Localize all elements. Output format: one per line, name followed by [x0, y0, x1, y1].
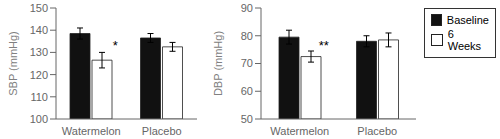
- svg-text:110: 110: [30, 91, 48, 103]
- svg-text:80: 80: [241, 30, 253, 42]
- svg-text:**: **: [319, 38, 329, 53]
- svg-text:Watermelon: Watermelon: [62, 125, 121, 137]
- svg-text:*: *: [113, 38, 118, 53]
- svg-text:70: 70: [241, 57, 253, 69]
- svg-text:150: 150: [30, 2, 48, 14]
- html-text:Baseline: Baseline: [446, 14, 489, 26]
- svg-text:100: 100: [30, 113, 48, 125]
- svg-text:Watermelon: Watermelon: [270, 125, 329, 137]
- svg-text:140: 140: [30, 24, 48, 36]
- svg-text:130: 130: [30, 46, 48, 58]
- html-text:6 Weeks: 6 Weeks: [447, 28, 482, 52]
- svg-text:50: 50: [241, 113, 253, 125]
- svg-text:SBP (mmHg): SBP (mmHg): [8, 31, 19, 96]
- svg-text:120: 120: [30, 69, 48, 81]
- svg-text:Placebo: Placebo: [142, 125, 182, 137]
- svg-text:Placebo: Placebo: [357, 125, 397, 137]
- svg-text:DBP (mmHg): DBP (mmHg): [212, 31, 224, 96]
- svg-text:90: 90: [241, 2, 253, 14]
- svg-text:60: 60: [241, 85, 253, 97]
